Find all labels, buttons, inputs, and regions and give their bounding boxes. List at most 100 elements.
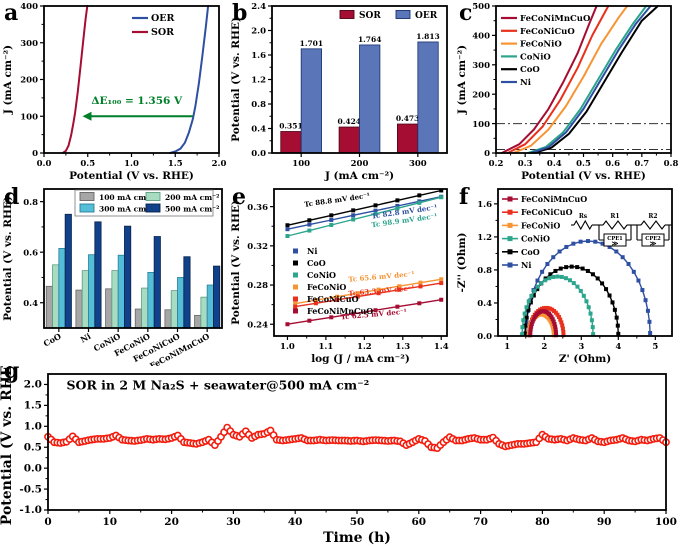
svg-text:FeCoNiO: FeCoNiO	[520, 40, 562, 50]
svg-text:OER: OER	[415, 11, 438, 21]
svg-text:200 mA cm⁻²: 200 mA cm⁻²	[165, 193, 219, 202]
svg-text:20: 20	[164, 516, 179, 528]
svg-text:1.2: 1.2	[251, 76, 266, 86]
svg-text:1.1: 1.1	[319, 342, 334, 352]
svg-text:100: 100	[655, 516, 677, 528]
svg-text:1.5: 1.5	[168, 159, 183, 169]
svg-text:1.813: 1.813	[416, 32, 440, 41]
svg-text:200: 200	[20, 76, 38, 86]
svg-text:Potential (V vs. RHE): Potential (V vs. RHE)	[2, 196, 14, 321]
svg-text:500: 500	[472, 2, 490, 12]
svg-text:0.0: 0.0	[477, 332, 492, 342]
svg-text:FeCoNiMnCuO: FeCoNiMnCuO	[520, 14, 591, 24]
svg-text:CoNiO: CoNiO	[307, 270, 336, 280]
svg-text:FeCoNiO: FeCoNiO	[307, 282, 346, 292]
panel-b-chart: 0.0 0.4 0.8 1.2 1.6 2.0 2.4 100 200 300 J (mA cm⁻²…	[230, 2, 448, 182]
svg-text:1.0: 1.0	[124, 159, 139, 169]
svg-text:0.4: 0.4	[23, 299, 38, 309]
svg-text:50: 50	[350, 516, 365, 528]
panel-label-b: b	[232, 0, 248, 26]
svg-text:0.32: 0.32	[247, 242, 268, 252]
svg-text:0: 0	[484, 149, 490, 159]
svg-text:Potential (V vs. RHE): Potential (V vs. RHE)	[521, 170, 646, 182]
svg-text:SOR: SOR	[151, 27, 174, 38]
svg-text:100: 100	[292, 159, 310, 169]
svg-text:0.4: 0.4	[251, 125, 266, 135]
svg-text:≫: ≫	[650, 240, 657, 248]
svg-text:3: 3	[578, 342, 584, 352]
svg-text:300: 300	[409, 159, 427, 169]
svg-text:0.8: 0.8	[251, 100, 266, 110]
svg-text:100: 100	[20, 112, 38, 122]
svg-text:Z' (Ohm): Z' (Ohm)	[559, 353, 611, 365]
svg-text:0.0: 0.0	[37, 159, 52, 169]
svg-text:-0.5: -0.5	[19, 483, 42, 495]
svg-text:400: 400	[472, 32, 490, 42]
svg-text:60: 60	[411, 516, 426, 528]
svg-text:CPE2: CPE2	[645, 236, 661, 242]
svg-text:FeCoNiMnCuO: FeCoNiMnCuO	[307, 306, 373, 316]
svg-text:R1: R1	[610, 213, 619, 220]
svg-text:0.5: 0.5	[24, 441, 42, 453]
svg-text:Ni: Ni	[307, 246, 317, 256]
svg-text:≫: ≫	[612, 240, 619, 248]
panel-label-g: g	[4, 358, 20, 384]
svg-text:Potential (V vs. RHE): Potential (V vs. RHE)	[230, 17, 242, 142]
svg-text:30: 30	[226, 516, 241, 528]
svg-text:80: 80	[535, 516, 550, 528]
svg-text:0.28: 0.28	[247, 281, 268, 291]
svg-text:0.351: 0.351	[279, 122, 303, 131]
svg-text:0.424: 0.424	[338, 117, 362, 126]
svg-text:1.2: 1.2	[357, 342, 372, 352]
svg-text:4: 4	[615, 342, 621, 352]
svg-text:2.4: 2.4	[251, 2, 266, 12]
svg-text:200: 200	[472, 90, 490, 100]
svg-text:1.701: 1.701	[300, 39, 324, 48]
panel-label-a: a	[4, 0, 19, 26]
svg-text:0.24: 0.24	[247, 320, 268, 330]
svg-text:400: 400	[20, 2, 38, 12]
svg-text:0.4: 0.4	[477, 299, 492, 309]
svg-text:0.0: 0.0	[251, 149, 266, 159]
svg-text:200: 200	[351, 159, 369, 169]
svg-text:2.0: 2.0	[251, 27, 266, 37]
svg-text:90: 90	[597, 516, 612, 528]
svg-text:OER: OER	[151, 13, 175, 24]
svg-text:0.6: 0.6	[605, 159, 620, 169]
svg-text:1.2: 1.2	[477, 233, 492, 243]
svg-text:Potential (V vs. RHE): Potential (V vs. RHE)	[230, 200, 242, 325]
svg-text:2.0: 2.0	[212, 159, 227, 169]
svg-text:300: 300	[20, 39, 38, 49]
svg-text:0.36: 0.36	[247, 203, 268, 213]
panel-f-chart: 0.0 0.4 0.8 1.2 1.6 1 2 3 4 5 Z' (Ohm) -Z'' (Ohm) Fe…	[456, 188, 673, 365]
panel-label-d: d	[4, 184, 20, 210]
svg-text:J (mA cm⁻²): J (mA cm⁻²)	[324, 170, 394, 182]
svg-text:CoO: CoO	[42, 331, 63, 349]
svg-text:0.6: 0.6	[23, 248, 38, 258]
panel-e-chart: 0.24 0.28 0.32 0.36 1.0 1.1 1.2 1.3 1.4 log (J / …	[230, 188, 449, 365]
svg-text:1.5: 1.5	[24, 400, 42, 412]
panel-c-chart: 0 100 200 300 400 500 0.2 0.3 0.4 0.5 0.6 0.7 0.8 Pot…	[456, 2, 679, 182]
svg-text:0.2: 0.2	[489, 159, 504, 169]
svg-text:FeCoNiMnCuO: FeCoNiMnCuO	[521, 194, 587, 204]
svg-text:Potential (V vs. RHE): Potential (V vs. RHE)	[0, 366, 15, 525]
svg-text:FeCoNiCuO: FeCoNiCuO	[307, 294, 359, 304]
svg-text:Rs: Rs	[579, 213, 588, 220]
svg-text:log (J / mA cm⁻²): log (J / mA cm⁻²)	[311, 353, 410, 365]
svg-text:0.8: 0.8	[664, 159, 679, 169]
svg-text:0: 0	[32, 149, 38, 159]
svg-text:Time (h): Time (h)	[323, 530, 391, 546]
svg-text:300: 300	[472, 61, 490, 71]
svg-text:0: 0	[44, 516, 51, 528]
svg-text:FeCoNiCuO: FeCoNiCuO	[521, 207, 573, 217]
svg-text:1.0: 1.0	[280, 342, 295, 352]
svg-text:1.4: 1.4	[434, 342, 449, 352]
svg-text:0.5: 0.5	[80, 159, 95, 169]
svg-text:CPE1: CPE1	[607, 236, 623, 242]
svg-text:0.8: 0.8	[477, 266, 492, 276]
svg-text:0.0: 0.0	[24, 462, 42, 474]
svg-text:R2: R2	[648, 213, 657, 220]
svg-text:-1.0: -1.0	[19, 504, 42, 516]
svg-text:500 mA cm⁻²: 500 mA cm⁻²	[165, 205, 219, 214]
